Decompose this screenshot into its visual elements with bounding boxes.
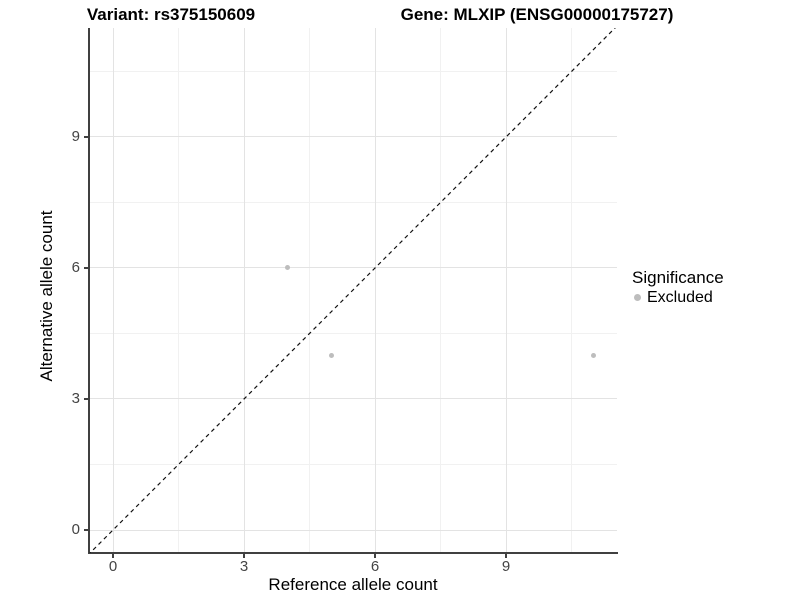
x-axis-line: [88, 552, 618, 554]
gridline-minor-vertical: [440, 28, 442, 553]
gridline-major-vertical: [374, 28, 376, 553]
x-tick-label: 3: [239, 558, 249, 575]
gridline-minor-horizontal: [89, 463, 617, 465]
gridline-major-horizontal: [89, 398, 617, 400]
identity-reference-line: [89, 28, 616, 553]
data-point: [590, 352, 596, 358]
gridline-major-vertical: [505, 28, 507, 553]
x-tick-mark: [505, 554, 507, 558]
gridline-major-horizontal: [89, 267, 617, 269]
plot-title-gene: Gene: MLXIP (ENSG00000175727): [400, 5, 674, 24]
plot-title-variant: Variant: rs375150609: [86, 5, 256, 24]
data-point: [285, 265, 291, 271]
y-tick-mark: [84, 529, 88, 531]
x-tick-mark: [112, 554, 114, 558]
legend-title: Significance: [632, 268, 724, 287]
y-tick-label: 9: [71, 127, 80, 145]
y-tick-label: 6: [71, 258, 80, 276]
legend-item-label: Excluded: [647, 289, 713, 306]
dashed-diagonal: [89, 28, 616, 553]
legend-item: Excluded: [632, 288, 724, 307]
y-axis-line: [88, 28, 90, 554]
data-point: [328, 352, 334, 358]
y-tick-mark: [84, 398, 88, 400]
x-tick-mark: [374, 554, 376, 558]
gridline-minor-horizontal: [89, 70, 617, 72]
y-tick-label: 0: [71, 521, 80, 538]
gridline-minor-horizontal: [89, 332, 617, 334]
y-tick-mark: [84, 136, 88, 138]
x-tick-mark: [243, 554, 245, 558]
x-tick-label: 9: [501, 558, 511, 575]
y-axis-title: Alternative allele count: [37, 210, 56, 382]
gridline-minor-vertical: [309, 28, 310, 553]
legend-point-icon: [634, 294, 641, 301]
legend-items: Excluded: [632, 288, 724, 307]
gridline-minor-vertical: [178, 28, 179, 553]
y-tick-label: 3: [71, 389, 80, 407]
x-tick-label: 0: [108, 558, 118, 575]
gridline-minor-vertical: [571, 28, 573, 553]
gridline-major-vertical: [112, 28, 114, 553]
x-axis-title: Reference allele count: [268, 575, 438, 594]
gridline-major-horizontal: [89, 136, 617, 138]
legend: Significance Excluded: [632, 267, 724, 307]
gridline-major-horizontal: [89, 529, 617, 531]
gridline-minor-horizontal: [89, 201, 617, 203]
y-tick-mark: [84, 267, 88, 269]
x-tick-label: 6: [370, 558, 380, 575]
gridline-major-vertical: [243, 28, 245, 553]
